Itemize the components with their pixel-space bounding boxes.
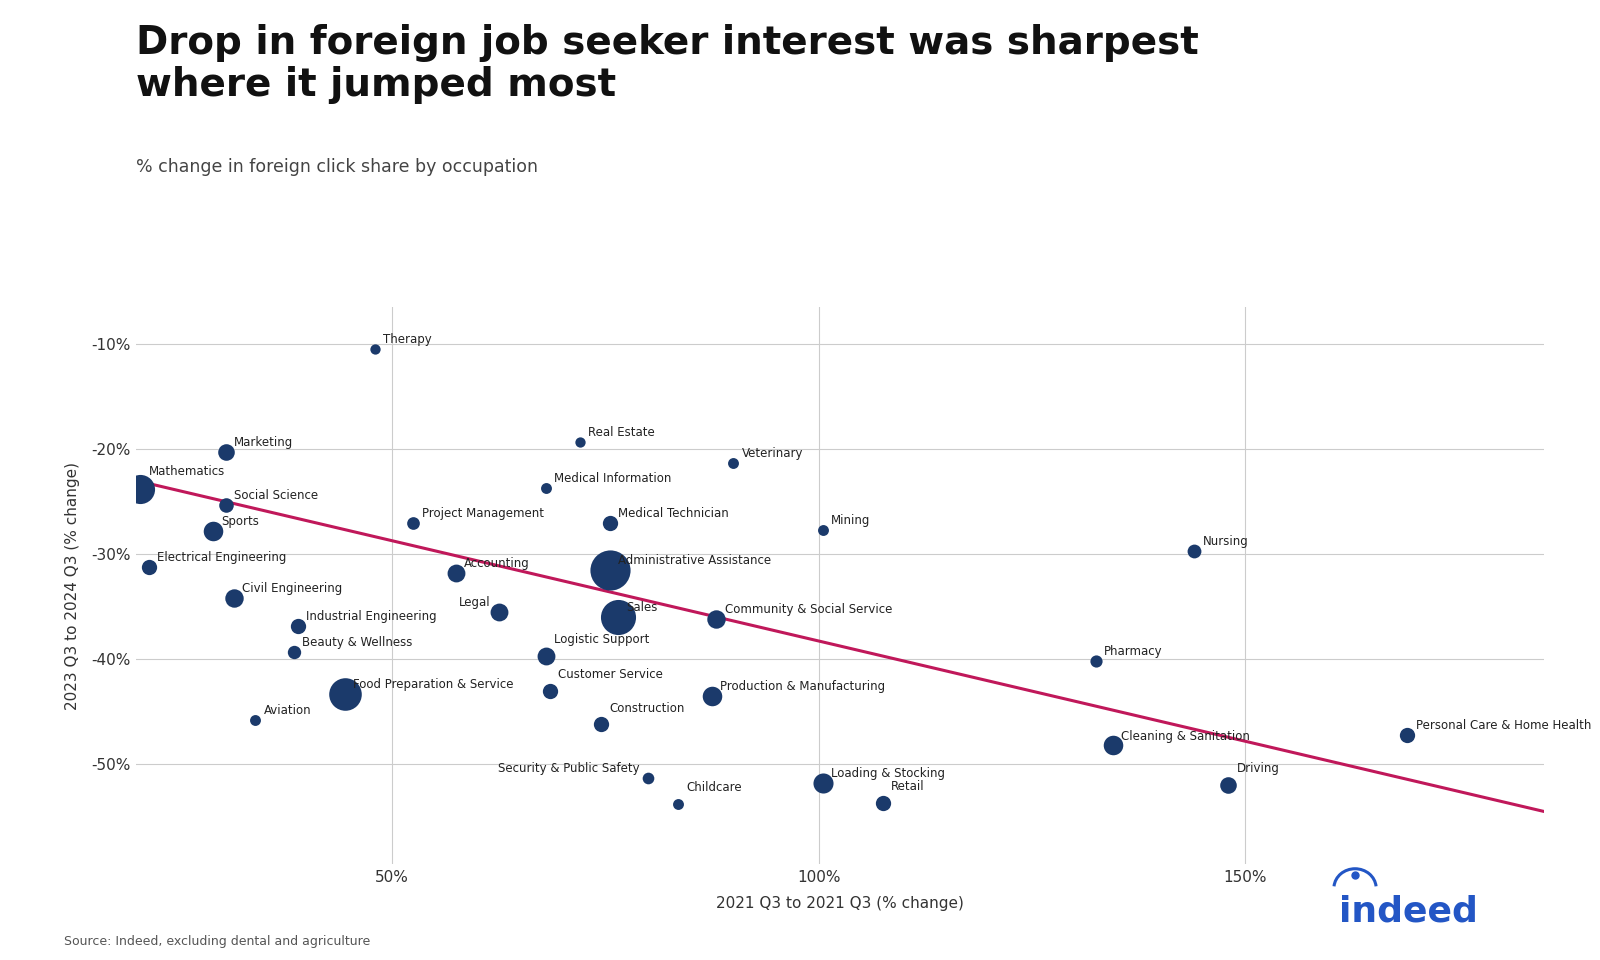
Text: Source: Indeed, excluding dental and agriculture: Source: Indeed, excluding dental and agr… <box>64 935 370 948</box>
Point <box>51 457 77 472</box>
Text: Loading & Stocking: Loading & Stocking <box>832 767 946 780</box>
Text: Marketing: Marketing <box>234 437 293 449</box>
Text: Retail: Retail <box>891 780 925 793</box>
Text: Administrative Assistance: Administrative Assistance <box>618 554 771 567</box>
Point <box>605 610 630 625</box>
Text: Nursing: Nursing <box>1203 535 1248 548</box>
Point <box>213 444 238 460</box>
Point <box>200 523 226 539</box>
Text: Construction: Construction <box>610 702 685 714</box>
Text: Food Preparation & Service: Food Preparation & Service <box>354 678 514 691</box>
Point <box>704 612 730 627</box>
Text: Civil Engineering: Civil Engineering <box>243 583 342 595</box>
Text: Customer Service: Customer Service <box>558 668 662 681</box>
Point <box>42 683 67 698</box>
Point <box>699 688 725 704</box>
Text: Sales: Sales <box>627 601 658 614</box>
Point <box>128 481 154 496</box>
Text: Community & Social Service: Community & Social Service <box>725 604 891 616</box>
Text: Production & Manufacturing: Production & Manufacturing <box>720 680 885 693</box>
Point <box>1083 654 1109 669</box>
Text: Electrical Engineering: Electrical Engineering <box>157 551 286 564</box>
Text: Real Estate: Real Estate <box>589 426 654 439</box>
Point <box>285 618 310 634</box>
Text: Social Science: Social Science <box>234 489 318 502</box>
Point <box>597 515 622 530</box>
Point <box>486 604 512 619</box>
Point <box>1181 543 1206 559</box>
Point <box>635 770 661 785</box>
Text: Mining: Mining <box>832 515 870 527</box>
Point <box>666 797 691 812</box>
Point <box>533 648 558 663</box>
Point <box>810 522 835 538</box>
Text: Medical Technician: Medical Technician <box>618 507 728 519</box>
Point <box>589 716 614 732</box>
Text: indeed: indeed <box>1339 895 1478 929</box>
Text: Cleaning & Sanitation: Cleaning & Sanitation <box>1122 730 1250 742</box>
Point <box>597 563 622 578</box>
Text: Personal Care & Home Health: Personal Care & Home Health <box>1416 719 1590 732</box>
Text: Legal: Legal <box>459 596 490 609</box>
X-axis label: 2021 Q3 to 2021 Q3 (% change): 2021 Q3 to 2021 Q3 (% change) <box>717 896 963 911</box>
Point <box>26 657 51 672</box>
Point <box>533 480 558 495</box>
Point <box>400 515 426 530</box>
Text: Logistic Support: Logistic Support <box>554 634 650 646</box>
Point <box>810 776 835 791</box>
Text: Aviation: Aviation <box>264 705 312 717</box>
Point <box>362 342 387 357</box>
Text: Pharmacy: Pharmacy <box>1104 645 1163 659</box>
Point <box>443 565 469 581</box>
Text: Mathematics: Mathematics <box>149 465 226 478</box>
Point <box>538 683 563 698</box>
Text: % change in foreign click share by occupation: % change in foreign click share by occup… <box>136 158 538 177</box>
Text: Medical Information: Medical Information <box>554 472 672 485</box>
Point <box>221 590 246 606</box>
Y-axis label: 2023 Q3 to 2024 Q3 (% change): 2023 Q3 to 2024 Q3 (% change) <box>66 462 80 709</box>
Text: Veterinary: Veterinary <box>742 447 803 460</box>
Point <box>136 559 162 574</box>
Point <box>213 497 238 513</box>
Text: Beauty & Wellness: Beauty & Wellness <box>302 636 413 649</box>
Point <box>566 434 592 449</box>
Text: Industrial Engineering: Industrial Engineering <box>307 610 437 623</box>
Point <box>282 644 307 660</box>
Text: Sports: Sports <box>221 516 259 528</box>
Text: Accounting: Accounting <box>464 557 530 570</box>
Text: Drop in foreign job seeker interest was sharpest
where it jumped most: Drop in foreign job seeker interest was … <box>136 24 1198 105</box>
Point <box>870 796 896 811</box>
Text: Project Management: Project Management <box>422 507 544 519</box>
Point <box>1395 727 1421 742</box>
Text: Therapy: Therapy <box>384 333 432 347</box>
Text: Security & Public Safety: Security & Public Safety <box>498 762 640 775</box>
Point <box>102 522 128 538</box>
Point <box>243 712 269 728</box>
Point <box>333 686 358 702</box>
Text: Childcare: Childcare <box>686 781 742 794</box>
Text: Driving: Driving <box>1237 762 1280 776</box>
Point <box>1216 778 1242 793</box>
Point <box>720 455 746 470</box>
Point <box>1101 737 1126 753</box>
